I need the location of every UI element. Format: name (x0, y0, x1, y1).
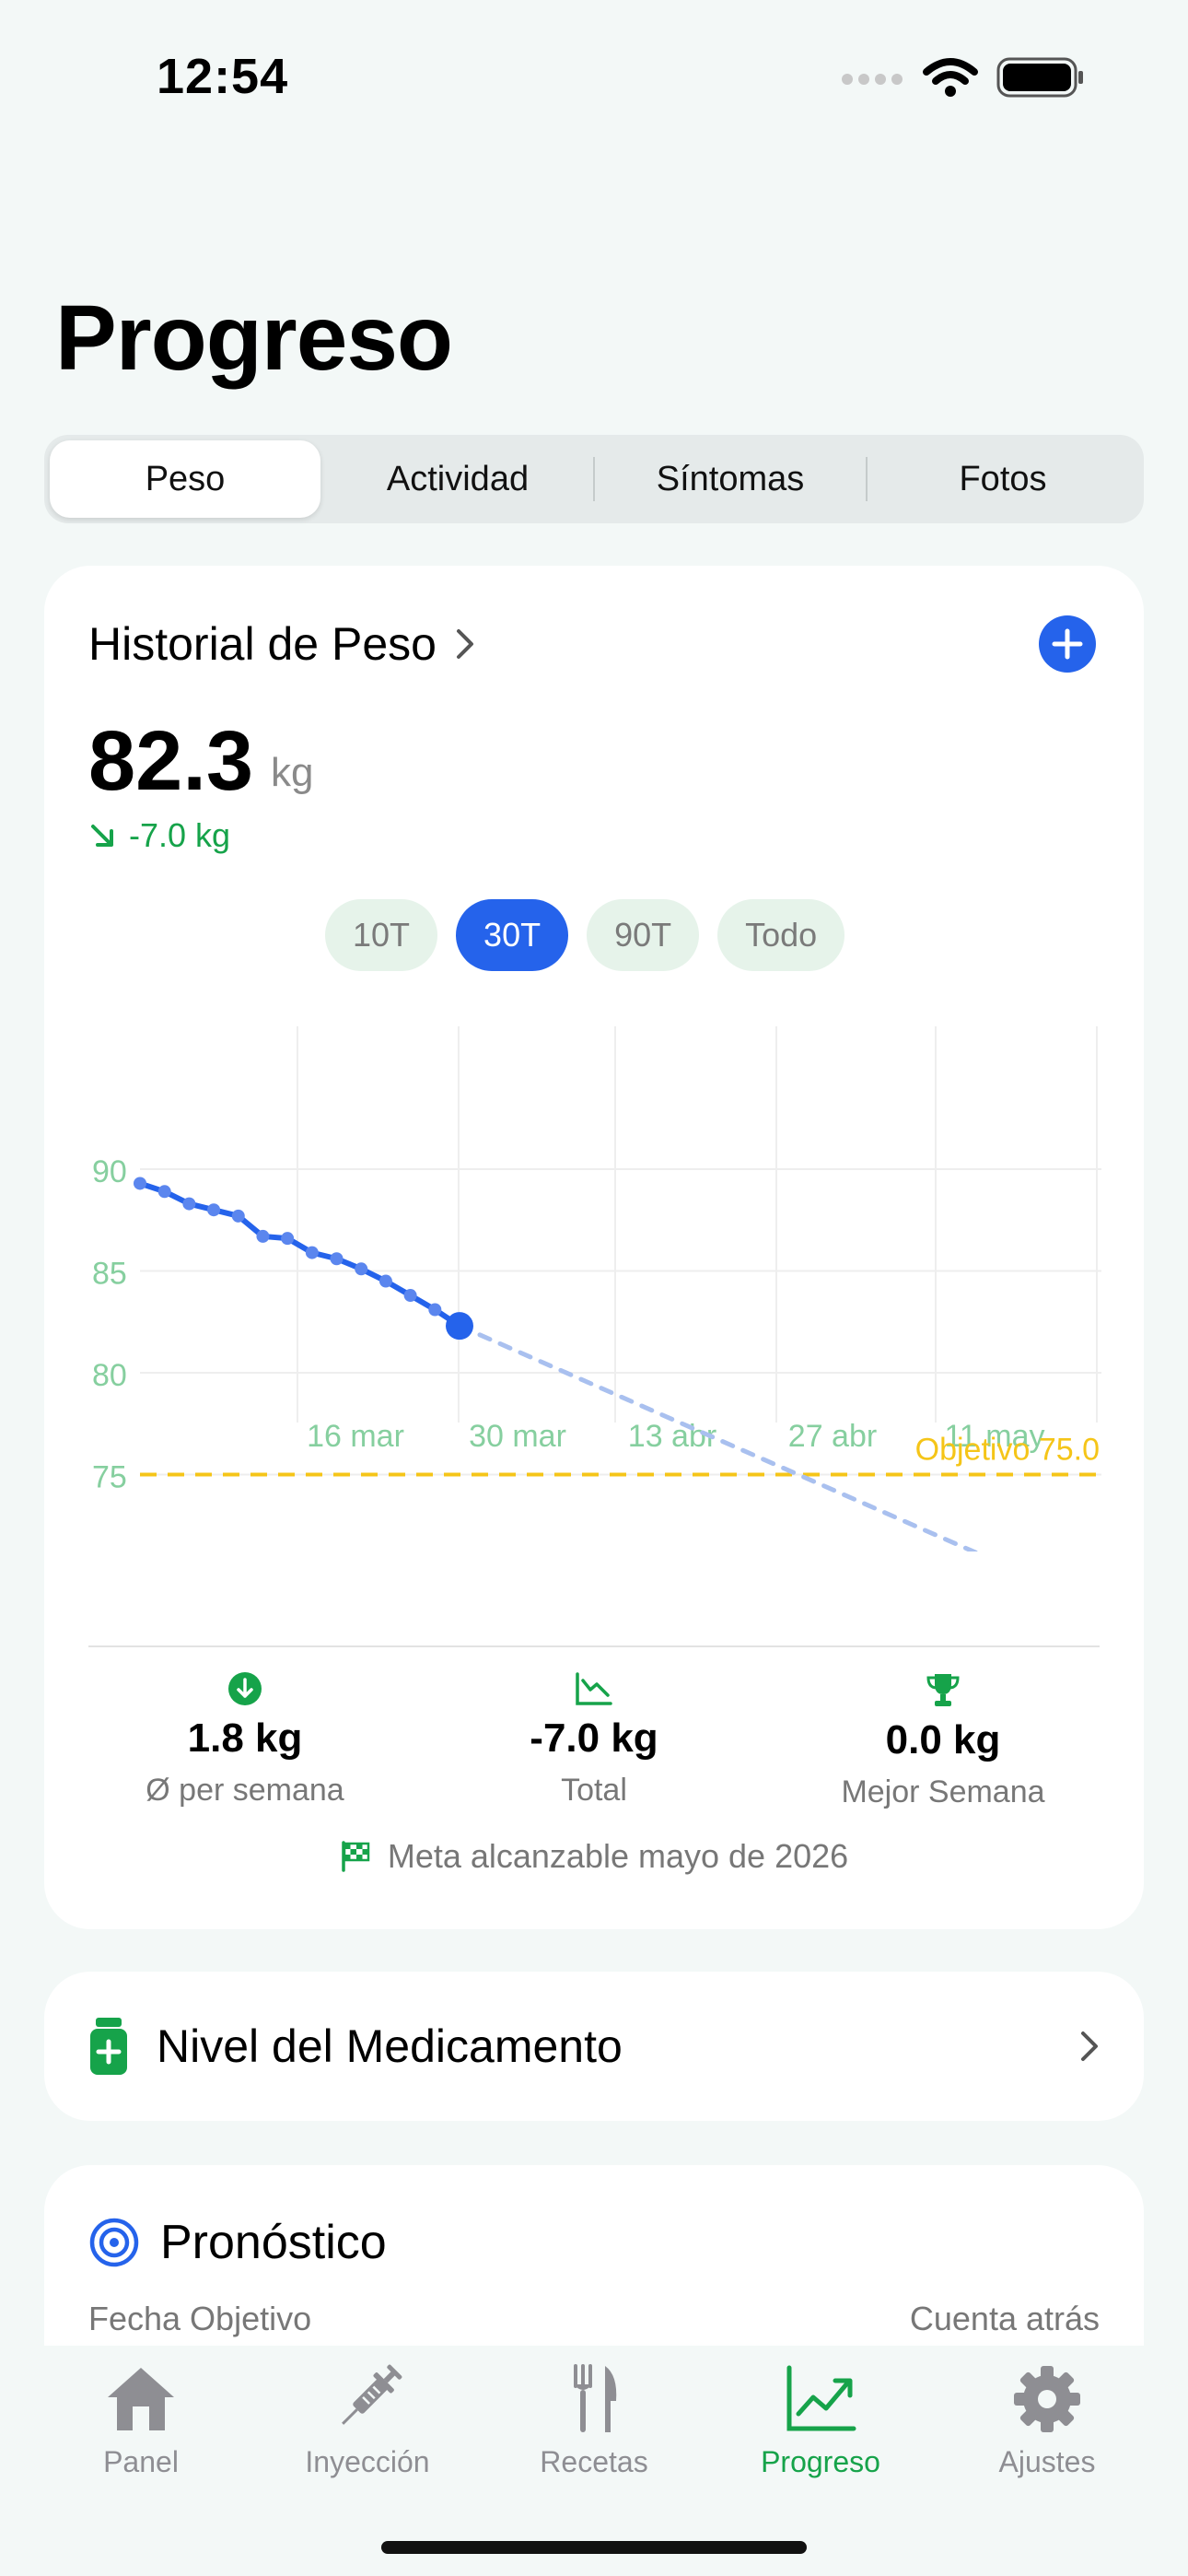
weight-change-value: -7.0 kg (129, 816, 231, 854)
plus-icon (1052, 628, 1083, 660)
weight-history-header[interactable]: Historial de Peso (88, 617, 475, 671)
segment-divider (593, 457, 595, 501)
stat-best-week: 0.0 kg Mejor Semana (786, 1671, 1100, 1810)
current-data-point (446, 1312, 473, 1341)
y-tick-label: 75 (92, 1460, 127, 1495)
syringe-icon (342, 2364, 402, 2425)
arrow-down-circle-icon (228, 1672, 262, 1705)
data-point (281, 1232, 295, 1246)
x-tick-label: 30 mar (469, 1419, 566, 1454)
fork-knife-icon (574, 2364, 617, 2432)
range-todo[interactable]: Todo (717, 899, 845, 971)
tab-fotos[interactable]: Fotos (959, 459, 1047, 498)
x-tick-label: 11 may (945, 1419, 1045, 1454)
tab-sintomas[interactable]: Síntomas (656, 459, 805, 498)
medication-level-title: Nivel del Medicamento (157, 2020, 623, 2072)
chart-trend-icon (786, 2365, 856, 2431)
medication-level-card[interactable]: Nivel del Medicamento (44, 1972, 1144, 2121)
data-point (134, 1177, 146, 1190)
countdown-label: Cuenta atrás (909, 2300, 1100, 2337)
stat-weekly-average: 1.8 kg Ø per semana (88, 1671, 402, 1810)
projection-line (457, 1323, 980, 1551)
range-90t[interactable]: 90T (587, 899, 700, 971)
x-tick-label: 27 abr (788, 1419, 877, 1454)
battery-icon (996, 57, 1083, 98)
data-point (182, 1197, 196, 1211)
stat-label: Total (561, 1773, 627, 1808)
signal-icon (842, 74, 903, 85)
data-point (330, 1252, 344, 1266)
tabbar-label: Ajustes (998, 2445, 1096, 2478)
tabbar-label: Recetas (540, 2445, 648, 2478)
wifi-icon (923, 58, 978, 97)
stat-total: -7.0 kg Total (437, 1671, 751, 1810)
range-10t[interactable]: 10T (325, 899, 438, 971)
current-weight: 82.3 (88, 714, 254, 808)
data-point (403, 1289, 417, 1303)
stats-divider (88, 1645, 1100, 1647)
status-icons (840, 57, 1085, 98)
tabbar-progreso[interactable]: Progreso (719, 2346, 922, 2576)
add-weight-button[interactable] (1039, 615, 1096, 673)
data-point (256, 1229, 270, 1243)
stat-label: Ø per semana (146, 1773, 344, 1808)
target-date-label: Fecha Objetivo (88, 2300, 312, 2337)
house-icon (108, 2368, 174, 2430)
goal-forecast: Meta alcanzable mayo de 2026 (44, 1837, 1144, 1876)
goal-label: Objetivo 75.0 (915, 1433, 1100, 1468)
weight-change: -7.0 kg (88, 816, 230, 855)
stat-value: -7.0 kg (530, 1715, 658, 1761)
flag-checkered-icon (342, 1841, 370, 1872)
data-point (305, 1246, 319, 1259)
forecast-title: Pronóstico (160, 2216, 387, 2269)
tabbar-label: Progreso (761, 2445, 880, 2478)
range-30t[interactable]: 30T (456, 899, 569, 971)
weight-unit: kg (271, 750, 314, 795)
goal-forecast-text: Meta alcanzable mayo de 2026 (387, 1837, 849, 1875)
stat-label: Mejor Semana (841, 1774, 1045, 1809)
tab-peso[interactable]: Peso (50, 440, 320, 518)
status-time: 12:54 (157, 49, 289, 104)
chevron-right-icon (1081, 2032, 1098, 2061)
page-title: Progreso (55, 287, 453, 390)
tabbar-ajustes[interactable]: Ajustes (946, 2346, 1148, 2576)
arrow-down-right-icon (91, 825, 113, 847)
gear-icon (1014, 2366, 1080, 2432)
data-point (157, 1185, 171, 1199)
x-tick-label: 16 mar (307, 1419, 404, 1454)
tabbar-inyeccion[interactable]: Inyección (266, 2346, 469, 2576)
tabbar-panel[interactable]: Panel (40, 2346, 242, 2576)
tabbar-label: Inyección (305, 2445, 430, 2478)
data-point (428, 1303, 442, 1317)
stats-row: 1.8 kg Ø per semana -7.0 kg Total 0.0 kg… (88, 1671, 1100, 1810)
medicine-bottle-icon (90, 2018, 127, 2075)
home-indicator (381, 2541, 807, 2554)
y-tick-label: 90 (92, 1154, 127, 1189)
data-point (231, 1209, 245, 1223)
y-tick-label: 80 (92, 1358, 127, 1393)
chevron-right-icon (456, 629, 473, 659)
data-point (207, 1203, 221, 1217)
y-tick-label: 85 (92, 1257, 127, 1292)
stat-value: 0.0 kg (885, 1717, 1001, 1762)
weight-history-title: Historial de Peso (88, 618, 437, 670)
tabbar-label: Panel (103, 2445, 179, 2478)
stat-value: 1.8 kg (187, 1715, 303, 1761)
data-point (355, 1262, 368, 1276)
x-tick-label: 13 abr (628, 1419, 716, 1454)
tab-actividad[interactable]: Actividad (386, 459, 530, 498)
target-icon (89, 2218, 139, 2267)
trophy-icon (926, 1674, 960, 1706)
weight-history-card: Historial de Peso 82.3 kg -7.0 kg 10T 30… (44, 566, 1144, 1929)
chart-down-icon (576, 1672, 612, 1705)
segmented-control: Peso Actividad Síntomas Fotos (44, 435, 1144, 523)
tabbar-recetas[interactable]: Recetas (493, 2346, 695, 2576)
tab-bar: Panel Inyección Recetas (0, 2346, 1188, 2576)
range-selector: 10T 30T 90T Todo (325, 899, 845, 971)
forecast-header: Pronóstico (88, 2215, 387, 2270)
segment-divider (866, 457, 868, 501)
data-point (379, 1274, 392, 1288)
